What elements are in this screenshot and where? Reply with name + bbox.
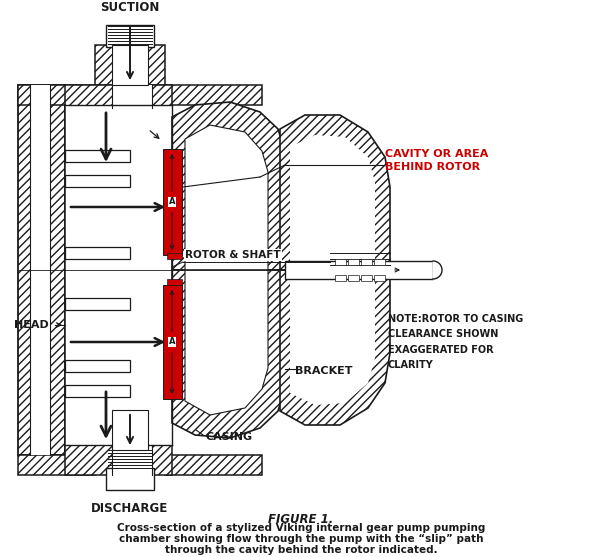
Polygon shape — [165, 455, 262, 475]
Polygon shape — [335, 259, 346, 265]
Polygon shape — [172, 102, 285, 270]
Polygon shape — [65, 385, 130, 397]
Polygon shape — [348, 275, 359, 281]
Polygon shape — [112, 45, 148, 85]
Polygon shape — [95, 45, 165, 85]
Text: HEAD: HEAD — [14, 320, 49, 330]
Polygon shape — [18, 455, 95, 475]
Text: CAVITY OR AREA: CAVITY OR AREA — [385, 149, 488, 159]
Polygon shape — [95, 410, 165, 450]
Polygon shape — [290, 135, 375, 270]
Polygon shape — [167, 253, 182, 259]
Text: A: A — [169, 338, 175, 346]
Polygon shape — [112, 445, 152, 475]
Polygon shape — [30, 85, 50, 455]
Polygon shape — [361, 275, 372, 281]
Polygon shape — [361, 259, 372, 265]
Text: NOTE:ROTOR TO CASING
CLEARANCE SHOWN
EXAGGERATED FOR
CLARITY: NOTE:ROTOR TO CASING CLEARANCE SHOWN EXA… — [388, 314, 523, 370]
Polygon shape — [112, 410, 148, 450]
Text: DISCHARGE: DISCHARGE — [92, 502, 169, 515]
Text: Cross-section of a stylized Viking internal gear pump pumping: Cross-section of a stylized Viking inter… — [117, 523, 485, 533]
Polygon shape — [65, 150, 130, 162]
Text: through the cavity behind the rotor indicated.: through the cavity behind the rotor indi… — [165, 545, 437, 555]
Text: FIGURE 1.: FIGURE 1. — [268, 513, 334, 526]
Text: BEHIND ROTOR: BEHIND ROTOR — [385, 162, 480, 172]
Polygon shape — [65, 85, 172, 150]
Polygon shape — [106, 25, 154, 47]
Polygon shape — [65, 175, 130, 187]
Polygon shape — [185, 125, 268, 270]
Polygon shape — [348, 259, 359, 265]
Polygon shape — [65, 105, 172, 445]
Polygon shape — [185, 270, 268, 415]
Polygon shape — [280, 115, 390, 270]
Text: CASING: CASING — [205, 432, 252, 442]
Polygon shape — [18, 85, 95, 105]
Text: SUCTION: SUCTION — [101, 1, 160, 14]
Polygon shape — [285, 261, 433, 279]
Polygon shape — [18, 85, 65, 455]
Polygon shape — [280, 270, 390, 425]
Polygon shape — [374, 259, 385, 265]
Polygon shape — [167, 279, 182, 285]
Polygon shape — [290, 270, 375, 405]
Text: ROTOR & SHAFT: ROTOR & SHAFT — [185, 250, 281, 260]
Polygon shape — [374, 275, 385, 281]
Polygon shape — [172, 270, 285, 438]
Polygon shape — [163, 285, 182, 399]
Polygon shape — [165, 85, 262, 105]
Polygon shape — [163, 149, 182, 255]
Polygon shape — [65, 445, 172, 475]
Polygon shape — [65, 298, 130, 310]
Polygon shape — [65, 360, 130, 372]
Polygon shape — [65, 247, 130, 259]
Text: A: A — [169, 198, 175, 207]
Polygon shape — [106, 468, 154, 490]
Polygon shape — [112, 85, 152, 108]
Polygon shape — [335, 275, 346, 281]
Text: chamber showing flow through the pump with the “slip” path: chamber showing flow through the pump wi… — [119, 534, 483, 544]
Text: BRACKET: BRACKET — [295, 366, 353, 376]
